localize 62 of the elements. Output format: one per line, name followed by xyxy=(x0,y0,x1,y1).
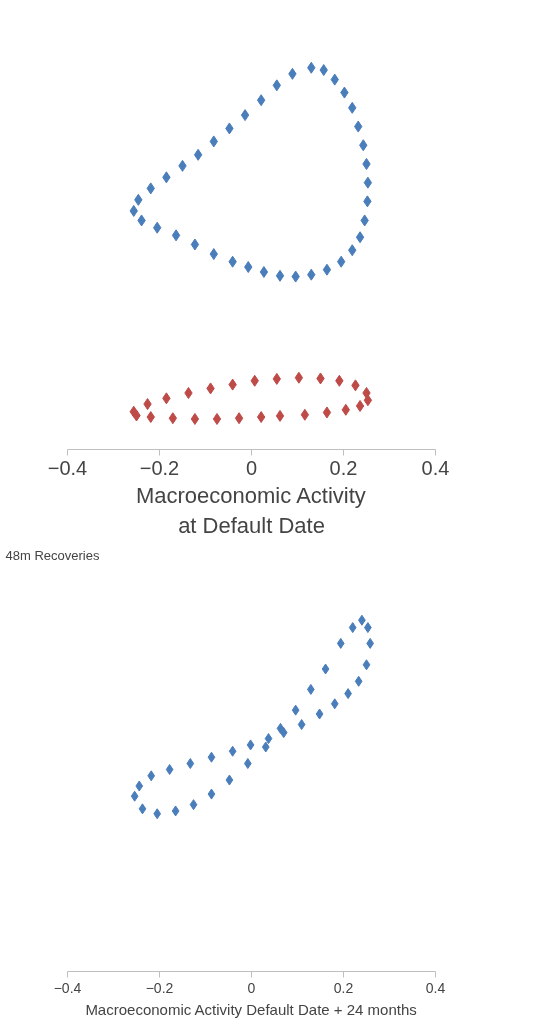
point xyxy=(153,808,162,820)
point xyxy=(225,774,234,786)
point xyxy=(297,719,306,731)
point xyxy=(207,751,216,763)
point xyxy=(261,741,270,753)
point xyxy=(212,412,222,425)
chart-title: 48m Recoveries xyxy=(5,547,100,563)
point xyxy=(165,764,174,775)
point xyxy=(363,176,373,189)
point xyxy=(264,733,273,745)
point xyxy=(315,708,324,720)
point xyxy=(291,704,300,716)
point xyxy=(294,371,304,384)
point xyxy=(193,148,203,161)
point xyxy=(246,739,255,751)
point xyxy=(186,758,195,770)
point xyxy=(259,265,269,278)
x-tick-label: −0.4 xyxy=(53,979,82,996)
x-axis-title: Macroeconomic Activity at Default Date xyxy=(135,482,366,538)
point xyxy=(321,663,330,675)
x-tick-label: 0.4 xyxy=(425,979,446,996)
point xyxy=(138,803,147,815)
point xyxy=(171,229,181,242)
point xyxy=(190,412,200,425)
point xyxy=(275,409,285,422)
point xyxy=(147,770,156,782)
point xyxy=(184,387,193,399)
point xyxy=(300,408,310,421)
point xyxy=(362,659,371,671)
x-tick-label: −0.2 xyxy=(139,456,180,479)
point xyxy=(366,637,375,649)
point xyxy=(276,722,285,734)
point xyxy=(240,109,250,122)
point xyxy=(189,799,198,811)
point xyxy=(354,675,363,687)
point xyxy=(168,412,178,425)
x-tick-label: 0.2 xyxy=(333,979,354,996)
point xyxy=(243,758,252,770)
point xyxy=(130,790,139,802)
x-axis-title: Macroeconomic Activity Default Date + 24 months xyxy=(85,1000,417,1018)
point xyxy=(322,263,332,276)
x-tick-label: 0 xyxy=(245,456,258,479)
point xyxy=(256,411,266,424)
x-tick-label: −0.4 xyxy=(47,456,88,479)
point xyxy=(336,637,345,649)
point xyxy=(135,780,144,792)
point xyxy=(322,406,332,419)
point xyxy=(190,238,200,251)
x-tick-label: −0.2 xyxy=(145,979,174,996)
point xyxy=(207,788,216,800)
x-tick-label: 0.2 xyxy=(329,456,358,479)
point xyxy=(355,399,365,412)
point xyxy=(228,745,237,757)
point xyxy=(348,622,357,634)
point xyxy=(330,698,339,710)
x-tick-label: 0.4 xyxy=(421,456,450,479)
point xyxy=(171,805,180,817)
point xyxy=(256,94,266,107)
point xyxy=(234,412,244,425)
point xyxy=(275,269,285,282)
point xyxy=(355,231,365,244)
x-tick-label: 0 xyxy=(247,979,256,996)
